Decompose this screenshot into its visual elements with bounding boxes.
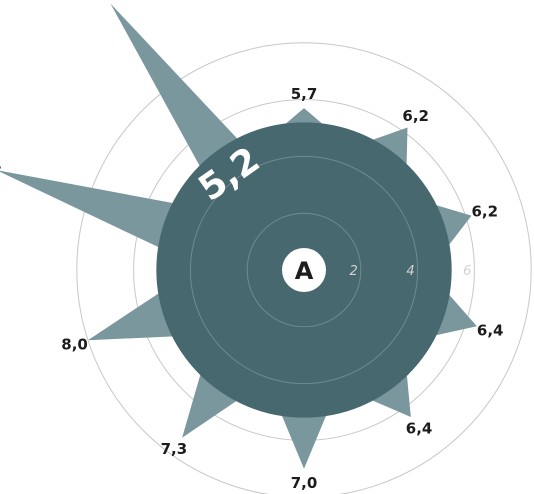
tick-label-6: 6 xyxy=(463,264,471,279)
ray-3 xyxy=(431,203,472,249)
tick-label-4: 4 xyxy=(406,264,414,279)
ray-10 xyxy=(110,3,240,170)
ray-label-10: 11,6 xyxy=(84,0,121,1)
ray-label-3: 6,2 xyxy=(472,202,499,220)
ray-layer xyxy=(0,3,477,469)
center-letter: A xyxy=(295,257,314,285)
ray-label-5: 6,4 xyxy=(406,419,433,437)
ray-label-1: 5,7 xyxy=(291,85,318,103)
ray-7 xyxy=(182,370,240,438)
label-layer: 5,7 6,2 6,2 6,4 6,4 7,0 7,3 8,0 11,4 11,6 2 4 6 xyxy=(0,0,503,492)
ray-label-2: 6,2 xyxy=(402,107,429,125)
ray-label-6: 7,0 xyxy=(291,474,318,492)
center-circle xyxy=(282,248,326,292)
inner-grid-ring-4 xyxy=(189,155,419,385)
ray-label-9: 11,4 xyxy=(0,157,1,175)
ray-6 xyxy=(280,411,328,469)
grid-ring-8 xyxy=(76,42,532,494)
ray-8 xyxy=(87,291,177,341)
ray-label-7: 7,3 xyxy=(161,440,188,458)
inner-grid-layer xyxy=(189,155,419,385)
ray-label-4: 6,4 xyxy=(477,322,504,340)
tick-label-2: 2 xyxy=(350,264,358,279)
ray-label-8: 8,0 xyxy=(61,336,88,354)
ray-9 xyxy=(0,170,177,249)
ray-5 xyxy=(368,370,411,417)
center-layer: A xyxy=(282,248,326,292)
inner-grid-ring-2 xyxy=(246,212,362,328)
